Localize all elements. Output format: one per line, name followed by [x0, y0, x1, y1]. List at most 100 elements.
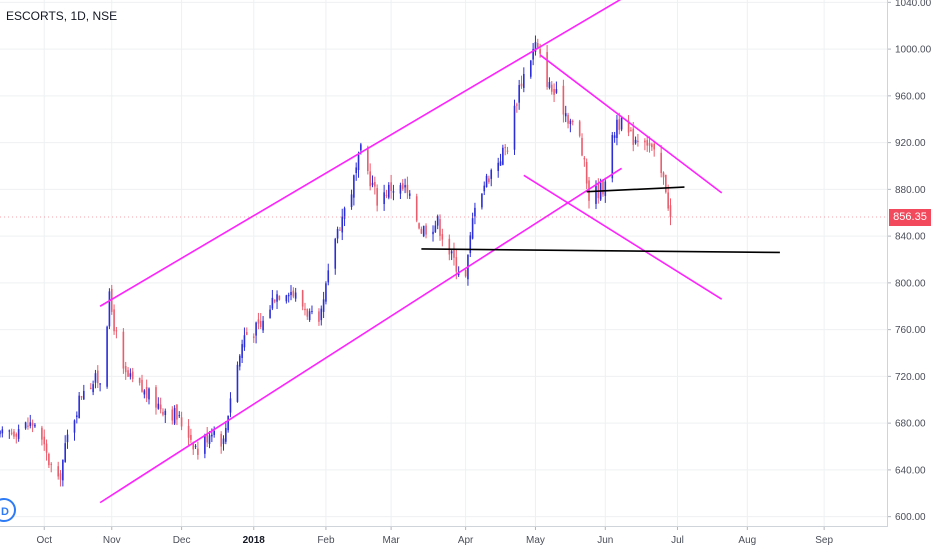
time-axis-border: [0, 526, 888, 527]
candle-body: [530, 60, 532, 77]
candle-body: [450, 251, 453, 254]
candle-body: [464, 269, 467, 277]
candle-body: [113, 309, 115, 332]
candle-body: [367, 147, 369, 171]
drawings: [0, 0, 887, 504]
candle-body: [383, 192, 385, 205]
candle-body: [236, 364, 239, 402]
trendline: [523, 174, 723, 300]
candle-body: [92, 384, 94, 393]
candle-body: [448, 238, 451, 255]
candle-body: [238, 355, 241, 367]
candle-body: [301, 290, 304, 307]
candle-body: [78, 395, 80, 419]
candle-body: [534, 42, 537, 52]
candle-body: [13, 431, 15, 437]
candle-body: [110, 288, 113, 312]
candle-body: [490, 169, 493, 179]
time-tick-label: Feb: [317, 535, 335, 546]
candle-body: [571, 121, 574, 123]
candle-body: [325, 283, 327, 302]
price-tick-label: 840.00: [895, 232, 926, 243]
candle-body: [64, 443, 66, 462]
candle-body: [0, 430, 1, 435]
candle-body: [604, 181, 607, 196]
candle-body: [178, 415, 181, 417]
candle-body: [255, 322, 257, 336]
candle-body: [311, 311, 313, 313]
price-axis-border: [887, 0, 888, 526]
candle-body: [390, 182, 392, 191]
candle-body: [229, 398, 232, 413]
price-tick-label: 880.00: [895, 185, 926, 196]
last-price-badge: 856.35: [889, 208, 931, 226]
candle-body: [99, 383, 101, 385]
candle-body: [336, 229, 339, 239]
candle-body: [646, 140, 649, 146]
candle-body: [474, 207, 476, 217]
candle-body: [243, 335, 246, 348]
candle-body: [408, 193, 411, 196]
candle-body: [187, 425, 190, 438]
candle-body: [15, 433, 18, 437]
candle-body: [190, 434, 192, 440]
candle-body: [318, 311, 320, 322]
candle-body: [131, 371, 134, 379]
candle-body: [662, 172, 665, 178]
candle-body: [453, 250, 455, 258]
price-tick-label: 920.00: [895, 138, 926, 149]
candle-body: [334, 238, 337, 269]
price-tick-label: 1040.00: [895, 0, 932, 9]
candle-body: [441, 234, 444, 240]
candle-body: [425, 225, 427, 235]
candle-body: [192, 442, 195, 450]
candle-body: [48, 453, 50, 466]
candle-body: [73, 420, 76, 433]
candle-body: [546, 52, 548, 87]
candle-body: [241, 344, 243, 359]
candle-body: [327, 270, 330, 283]
candle-body: [259, 320, 262, 327]
candle-body: [483, 185, 486, 192]
candle-body: [644, 140, 646, 143]
candle-body: [306, 308, 309, 317]
time-tick-label: May: [526, 535, 545, 546]
candle-body: [627, 120, 630, 133]
candle-body: [124, 365, 127, 373]
candle-body: [360, 144, 362, 151]
candle-body: [620, 117, 623, 130]
candle-body: [322, 299, 325, 312]
candle-body: [83, 390, 85, 400]
time-tick-label: Apr: [458, 535, 474, 546]
candle-body: [581, 137, 583, 156]
candle-body: [197, 448, 199, 455]
candle-body: [339, 229, 341, 231]
candle-body: [355, 167, 357, 174]
candle-body: [488, 178, 490, 183]
candle-body: [555, 89, 558, 93]
price-tick-label: 640.00: [895, 465, 926, 476]
horizontal-level-line: [586, 186, 685, 193]
candle-body: [350, 194, 353, 208]
price-tick-label: 680.00: [895, 419, 926, 430]
candle-body: [553, 88, 555, 95]
candle-body: [80, 396, 83, 398]
candle-body: [578, 121, 581, 136]
candle-body: [208, 435, 211, 444]
candle-body: [294, 292, 297, 299]
candle-body: [539, 49, 541, 54]
candle-body: [8, 430, 11, 432]
candle-body: [164, 410, 167, 415]
candle-body: [29, 422, 32, 427]
candle-body: [369, 171, 371, 187]
candle-body: [632, 128, 635, 145]
logo-badge[interactable]: D: [0, 498, 16, 522]
candle-body: [155, 387, 157, 408]
candle-body: [94, 373, 97, 383]
candle-body: [304, 308, 306, 311]
time-tick-label: Mar: [383, 535, 401, 546]
candle-body: [213, 430, 215, 435]
candle-body: [159, 404, 162, 410]
candle-body: [157, 403, 160, 409]
candle-body: [585, 161, 588, 184]
